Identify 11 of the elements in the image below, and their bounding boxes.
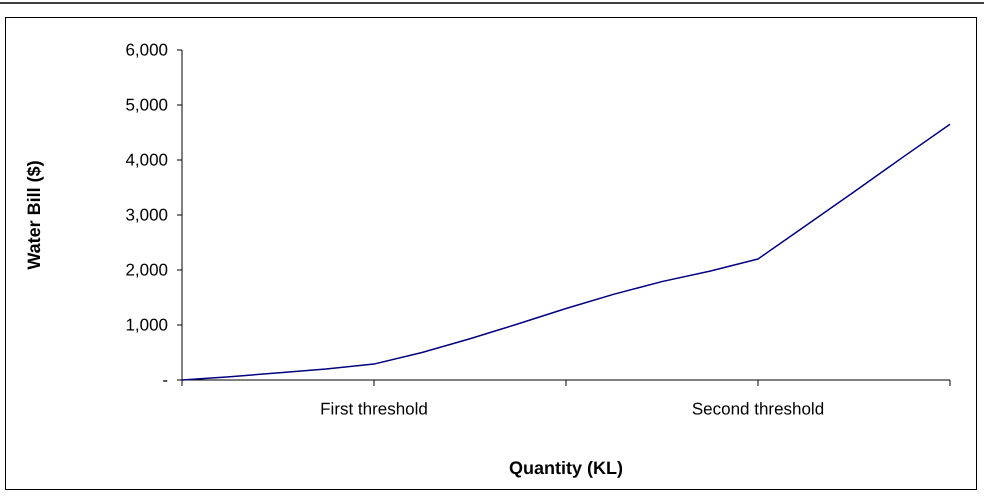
y-tick-label: 5,000 bbox=[125, 95, 168, 114]
x-tick-label: First threshold bbox=[320, 400, 428, 418]
y-tick-label: 4,000 bbox=[125, 150, 168, 170]
y-tick-label: 2,000 bbox=[125, 260, 168, 280]
x-axis-title: Quantity (KL) bbox=[509, 458, 623, 478]
y-tick-label: 1,000 bbox=[125, 315, 168, 334]
x-tick-label: Second threshold bbox=[692, 400, 824, 418]
y-tick-label: - bbox=[162, 370, 168, 390]
y-tick-label: 6,000 bbox=[125, 40, 168, 60]
y-axis-title: Water Bill ($) bbox=[24, 160, 44, 270]
y-tick-label: 3,000 bbox=[125, 205, 168, 224]
